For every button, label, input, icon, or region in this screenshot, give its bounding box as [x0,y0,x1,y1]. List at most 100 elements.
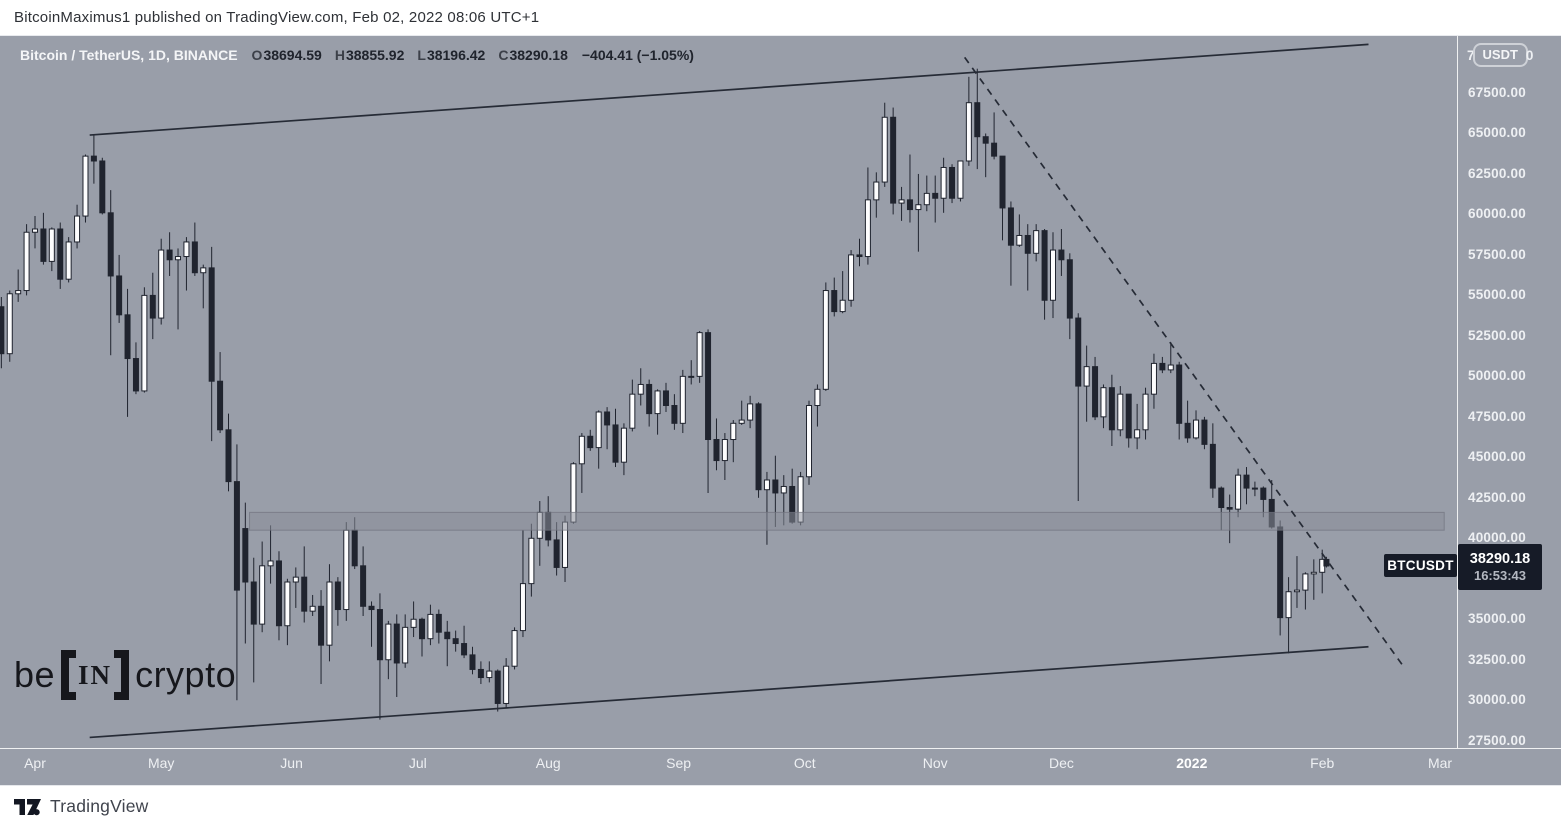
candle-body [654,390,661,415]
candle-body [578,435,585,465]
candle-body [48,228,55,262]
candle-body [1159,362,1166,371]
candle-body [806,405,813,478]
candle-body [1007,207,1014,246]
candle-body [1251,487,1258,490]
upper-trendline[interactable] [89,43,1369,136]
candle-body [965,102,972,162]
candle-body [1293,589,1300,593]
candle-body [940,166,947,199]
candle-body [107,212,114,277]
candle-body [175,256,182,261]
candle-body [1024,234,1031,254]
last-price: 38290.18 [1469,551,1531,567]
candle-body [1285,591,1292,619]
candle-body [1167,364,1174,371]
month-label-apr: Apr [24,755,46,771]
candle-body [1150,362,1157,395]
candle-body [982,136,989,144]
publish-info-bar: BitcoinMaximus1 published on TradingView… [0,0,1561,36]
candle-body [528,537,535,585]
month-label-oct: Oct [793,755,816,771]
price-tick: 40000.00 [1468,530,1526,546]
candle-body [326,581,333,646]
candle-body [267,560,274,567]
candle-body [368,605,375,611]
candle-body [494,670,501,704]
candle-body [1218,487,1225,509]
candle-body [519,583,526,632]
candle-body [318,605,325,646]
candle-body [864,199,871,258]
ohlc-values: O38694.59 H38855.92 L38196.42 C38290.18 [252,45,568,65]
usdt-toggle-button[interactable]: USDT [1472,43,1528,67]
candle-body [393,623,400,664]
candle-body [974,102,981,138]
candle-body [629,393,636,429]
ohlc-close: C38290.18 [498,47,568,63]
candle-body [74,215,81,243]
month-label-nov: Nov [922,755,948,771]
breakdown-line[interactable] [963,56,1403,666]
candle-body [637,383,644,395]
price-tick: 57500.00 [1468,246,1526,262]
candle-body [595,411,602,449]
ohlc-open: O38694.59 [251,47,322,63]
tradingview-wordmark[interactable]: TradingView [50,795,149,816]
candle-body [360,565,367,607]
candle-body [755,403,762,491]
candle-body [1323,558,1330,567]
candle-body [780,485,787,494]
candle-body [881,116,888,183]
candle-body [1117,393,1124,431]
candle-body [435,613,442,633]
candle-body [839,299,846,313]
candle-body [427,613,434,640]
month-label-2022: 2022 [1176,755,1208,771]
candle-body [141,294,148,392]
candle-body [1226,507,1233,510]
resistance-band[interactable] [249,511,1445,531]
candle-body [679,375,686,424]
candle-body [721,439,728,462]
chart-canvas[interactable] [0,36,1561,785]
candle-body [932,192,939,199]
lower-trendline[interactable] [89,645,1369,739]
candle-body [713,439,720,462]
candle-body [259,565,266,625]
candle-body [217,380,224,431]
candle-body [1092,366,1099,418]
candle-body [1033,230,1040,254]
candle-body [730,422,737,441]
candle-body [250,581,257,625]
candle-body [183,241,190,258]
candle-body [1075,317,1082,387]
candle-body [1277,526,1284,619]
month-label-aug: Aug [535,755,561,771]
candle-body [898,199,905,204]
candle-body [410,618,417,628]
candle-body [906,199,913,211]
candle-body [1310,571,1317,575]
candle-body [40,228,47,262]
candle-body [999,155,1006,209]
candle-body [696,332,703,377]
candle-body [116,275,123,316]
month-label-dec: Dec [1048,755,1074,771]
time-axis-separator [0,748,1561,749]
candle-body [301,576,308,612]
candle-body [890,116,897,204]
candle-body [385,623,392,661]
candle-body [1243,474,1250,489]
candle-body [587,435,594,449]
candle-body [191,241,198,274]
tradingview-logo-icon[interactable] [14,795,41,818]
price-tick: 32500.00 [1468,651,1526,667]
candle-body [90,155,97,162]
month-label-sep: Sep [666,755,692,771]
candle-body [503,665,510,704]
candle-body [275,560,282,627]
candle-body [57,228,64,280]
candle-body [200,267,207,274]
candle-body [477,668,484,679]
